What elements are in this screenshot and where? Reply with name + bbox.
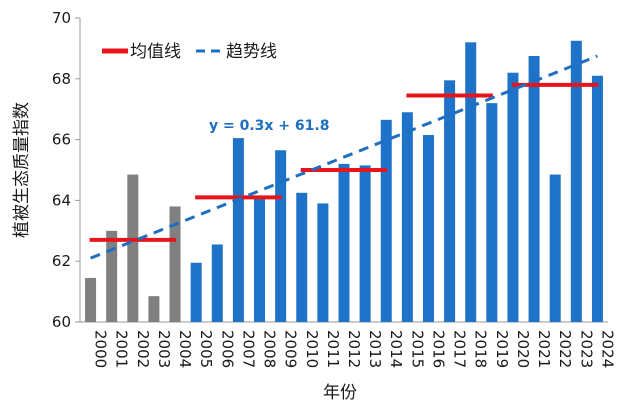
x-tick-label: 2019 (493, 330, 511, 368)
x-tick-label: 2020 (514, 330, 532, 368)
bar-2006 (211, 244, 223, 322)
y-axis-title: 植被生态质量指数 (12, 102, 32, 238)
x-tick-label: 2024 (598, 330, 616, 368)
y-tick-label: 66 (52, 131, 71, 149)
x-tick-label: 2014 (387, 330, 405, 368)
x-tick-label: 2002 (134, 330, 152, 368)
y-tick-label: 64 (52, 191, 71, 209)
bar-2007 (232, 138, 244, 322)
bar-2022 (549, 174, 561, 322)
x-tick-label: 2010 (303, 330, 321, 368)
x-tick-label: 2015 (408, 330, 426, 368)
bar-2012 (338, 163, 350, 322)
x-tick-label: 2016 (429, 330, 447, 368)
bar-2019 (486, 103, 498, 323)
lines-layer (89, 54, 599, 260)
bar-2020 (507, 72, 519, 322)
x-tick-label: 2007 (239, 330, 257, 368)
axes-layer: 60 62 64 66 68 70 2000 2001 2002 2003 2004 2005 2006… (52, 9, 617, 368)
bar-2002 (127, 174, 139, 322)
bar-2014 (380, 119, 392, 322)
bar-2018 (465, 42, 477, 322)
bar-2010 (296, 192, 308, 322)
x-tick-label: 2006 (218, 330, 236, 368)
y-tick-label: 62 (52, 252, 71, 270)
legend-trend-label: 趋势线 (226, 42, 277, 62)
x-tick-label: 2005 (197, 330, 215, 368)
x-tick-label: 2017 (451, 330, 469, 368)
y-tick-label: 68 (52, 70, 71, 88)
bar-2016 (422, 135, 434, 322)
bar-2015 (401, 112, 413, 323)
x-tick-label: 2013 (366, 330, 384, 368)
bar-2024 (591, 75, 603, 322)
bar-2001 (106, 230, 118, 322)
bar-2004 (169, 206, 181, 322)
bar-2000 (85, 277, 97, 322)
x-tick-label: 2009 (282, 330, 300, 368)
bar-2017 (444, 80, 456, 322)
legend-mean-label: 均值线 (130, 42, 181, 62)
x-tick-label: 2018 (472, 330, 490, 368)
x-tick-label: 2004 (176, 330, 194, 368)
y-tick-label: 70 (52, 9, 71, 27)
trend-line (90, 54, 598, 260)
bar-2008 (254, 195, 266, 322)
bar-2013 (359, 165, 371, 322)
legend: 均值线 趋势线 (102, 42, 277, 62)
bar-2009 (275, 150, 287, 322)
trend-equation: y = 0.3x + 61.8 (209, 118, 329, 134)
bar-2005 (190, 262, 202, 322)
y-tick-label: 60 (52, 313, 71, 331)
bar-2003 (148, 296, 160, 322)
x-tick-label: 2023 (577, 330, 595, 368)
x-tick-label: 2012 (345, 330, 363, 368)
x-tick-label: 2011 (324, 330, 342, 368)
x-tick-label: 2021 (535, 330, 553, 368)
bar-2021 (528, 56, 540, 322)
x-tick-label: 2022 (556, 330, 574, 368)
bar-2011 (317, 203, 329, 322)
x-tick-label: 2000 (92, 330, 110, 368)
x-tick-label: 2001 (113, 330, 131, 368)
bar-2023 (570, 40, 582, 323)
x-tick-label: 2003 (155, 330, 173, 368)
bars-layer (85, 40, 603, 323)
x-axis-title: 年份 (323, 383, 357, 403)
x-tick-label: 2008 (261, 330, 279, 368)
